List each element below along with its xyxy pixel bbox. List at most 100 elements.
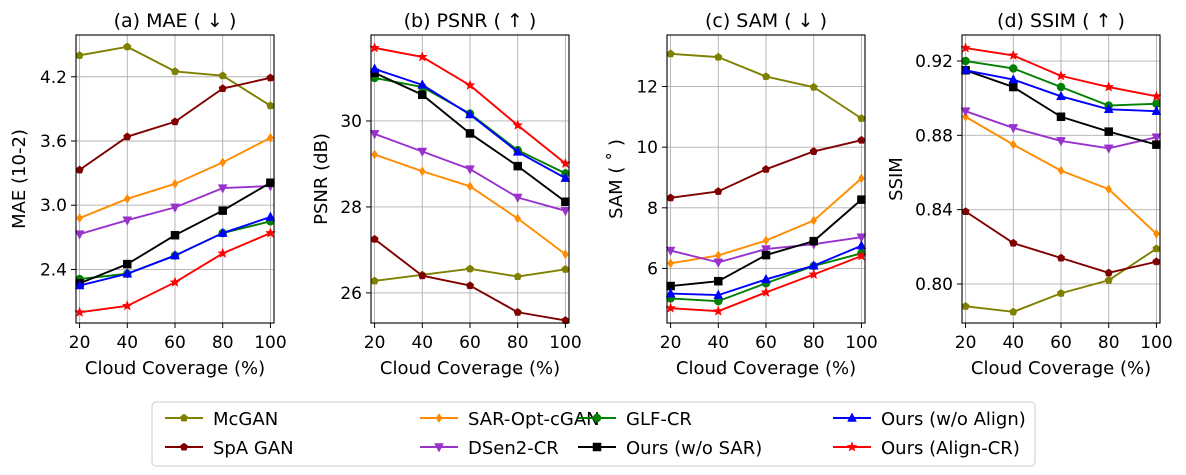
x-tick-label: 60 [459, 333, 481, 353]
legend-label: McGAN [213, 409, 278, 430]
data-point-spa-gan [266, 73, 275, 82]
data-point-dsen2-cr [122, 216, 133, 226]
data-point-spa-gan [1056, 253, 1066, 262]
x-axis-label: Cloud Coverage (%) [85, 358, 265, 379]
data-point-ours-align-cr [121, 300, 133, 311]
legend-marker [847, 412, 857, 422]
data-point-ours-align-cr [169, 276, 181, 287]
data-point-sar-opt-cgan [418, 166, 426, 177]
data-point-ours-w-o-sar [809, 236, 818, 246]
data-point-mcgan [1056, 288, 1066, 297]
y-tick-label: 10 [636, 138, 658, 158]
data-point-ours-align-cr [464, 79, 476, 90]
data-point-spa-gan [809, 147, 818, 155]
data-point-sar-opt-cgan [219, 157, 227, 168]
data-point-mcgan [170, 67, 180, 75]
series-dsen2-cr [369, 130, 571, 217]
data-point-ours-w-o-align [74, 279, 85, 290]
legend-entry-glf-cr: GLF-CR [578, 409, 692, 430]
x-tick-label: 40 [1002, 333, 1024, 353]
legend-label: Ours (w/o Align) [881, 409, 1026, 430]
data-point-dsen2-cr [369, 130, 380, 140]
data-point-ours-w-o-align [369, 63, 380, 73]
legend-label: Ours (Align-CR) [881, 438, 1020, 459]
data-point-ours-w-o-sar [1009, 82, 1018, 92]
y-tick-label: 0.88 [915, 126, 953, 146]
legend-label: GLF-CR [626, 409, 692, 430]
data-point-dsen2-cr [560, 207, 571, 217]
data-point-glf-cr [961, 56, 970, 66]
series-ours-w-o-align [960, 64, 1162, 115]
data-point-ours-w-o-sar [266, 178, 275, 187]
series-spa-gan [75, 73, 275, 174]
x-tick-label: 100 [549, 333, 581, 353]
data-point-sar-opt-cgan [667, 258, 674, 269]
data-point-sar-opt-cgan [810, 215, 818, 226]
data-point-spa-gan [418, 271, 427, 280]
x-tick-label: 60 [755, 333, 777, 353]
data-point-spa-gan [465, 281, 475, 290]
x-tick-label: 20 [69, 333, 91, 353]
series-ours-align-cr [74, 227, 276, 317]
data-point-spa-gan [666, 193, 675, 202]
panel-4: 20 40 60 80 100 0.80 0.84 0.88 0.92 (d) SSIM ( ↑ … [886, 10, 1173, 379]
y-tick-label: 30 [340, 112, 362, 132]
data-point-sar-opt-cgan [267, 132, 274, 143]
y-tick-label: 4.2 [40, 68, 67, 88]
data-point-ours-align-cr [416, 51, 428, 62]
x-tick-label: 80 [1098, 333, 1120, 353]
x-tick-label: 80 [803, 333, 825, 353]
panel-1: 20 40 60 80 100 2.4 3.0 3.6 4.2 (a) MAE ( ↓ ) Clou… [9, 10, 287, 379]
data-point-mcgan [561, 264, 570, 273]
legend-marker [592, 442, 602, 452]
x-tick-label: 20 [660, 333, 682, 353]
data-point-spa-gan [170, 117, 180, 126]
data-point-ours-w-o-align [761, 273, 771, 284]
panel-title: (b) PSNR ( ↑ ) [404, 10, 537, 32]
data-point-dsen2-cr [665, 246, 676, 257]
data-point-sar-opt-cgan [123, 193, 131, 204]
data-point-dsen2-cr [170, 203, 180, 213]
data-point-dsen2-cr [761, 245, 771, 255]
x-tick-label: 60 [164, 333, 186, 353]
legend-marker [435, 413, 443, 423]
data-point-mcgan [218, 71, 227, 80]
data-point-dsen2-cr [74, 230, 85, 240]
legend-entry-dsen2-cr: DSen2-CR [420, 438, 559, 459]
data-point-dsen2-cr [417, 147, 428, 158]
x-tick-label: 100 [254, 333, 286, 353]
data-point-sar-opt-cgan [562, 249, 569, 260]
data-point-sar-opt-cgan [466, 181, 474, 192]
legend-marker [179, 413, 189, 422]
legend-entry-ours-w-o-sar: Ours (w/o SAR) [578, 438, 762, 459]
data-point-dsen2-cr [1103, 144, 1114, 154]
data-point-dsen2-cr [856, 233, 867, 243]
data-point-ours-w-o-align [856, 240, 867, 250]
legend-label: Ours (w/o SAR) [626, 438, 762, 459]
data-point-mcgan [961, 301, 970, 310]
x-tick-label: 20 [364, 333, 386, 353]
data-point-ours-w-o-align [122, 268, 133, 278]
data-point-spa-gan [218, 84, 227, 93]
data-point-ours-w-o-sar [218, 206, 227, 215]
data-point-ours-w-o-sar [1152, 140, 1161, 149]
data-point-spa-gan [1104, 268, 1113, 277]
data-point-mcgan [75, 51, 84, 59]
y-axis-label: SSIM [886, 157, 907, 201]
series-spa-gan [370, 234, 570, 324]
data-point-spa-gan [123, 132, 132, 141]
data-point-ours-w-o-align [665, 288, 676, 298]
data-point-ours-w-o-align [713, 289, 724, 299]
data-point-sar-opt-cgan [858, 173, 865, 184]
data-point-ours-align-cr [808, 268, 820, 280]
data-point-dsen2-cr [465, 165, 475, 175]
data-point-mcgan [1009, 307, 1018, 316]
data-point-ours-w-o-align [1056, 90, 1066, 101]
panel-title: (d) SSIM ( ↑ ) [997, 10, 1125, 32]
y-axis-label: PSNR (dB) [311, 133, 332, 225]
panel-2: 20 40 60 80 100 26 28 30 (b) PSNR ( ↑ ) Cloud Cov… [311, 10, 582, 379]
data-point-ours-w-o-align [960, 64, 971, 75]
data-point-ours-align-cr [217, 247, 229, 259]
data-point-ours-w-o-align [560, 172, 571, 182]
data-point-mcgan [513, 272, 522, 281]
